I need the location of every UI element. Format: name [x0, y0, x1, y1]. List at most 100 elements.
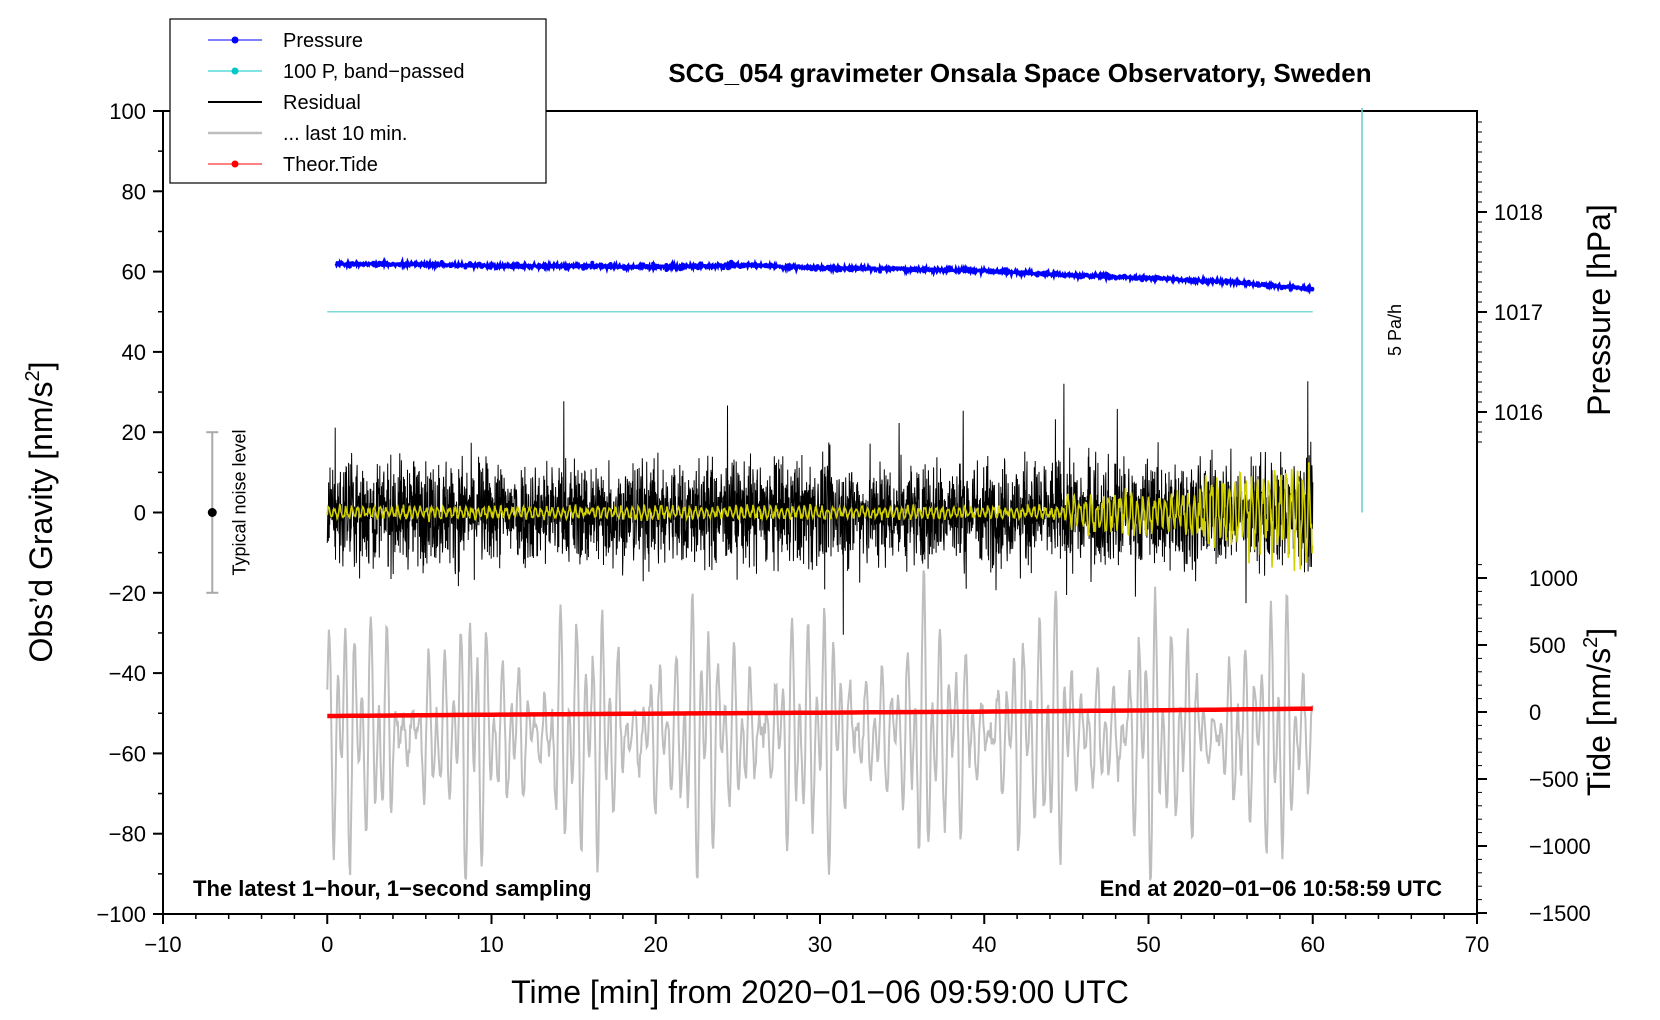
tide-axis-title-superscript: 2 — [1580, 637, 1602, 648]
pressure-point — [1102, 274, 1107, 279]
pressure-point — [1075, 274, 1079, 279]
pressure-point — [963, 268, 968, 273]
pressure-point — [757, 263, 762, 268]
pressure-point — [1061, 273, 1066, 278]
pressure-point — [463, 265, 468, 270]
pressure-point — [805, 264, 810, 269]
pressure-point — [973, 270, 977, 275]
residual-line — [326, 381, 1314, 635]
y-tick-label: 40 — [122, 340, 146, 365]
pressure-point — [460, 263, 465, 268]
pressure-point — [1175, 276, 1179, 281]
pressure-point — [1214, 280, 1219, 285]
pressure-point — [668, 265, 673, 270]
pressure-point — [887, 267, 892, 272]
pressure-point — [763, 262, 768, 267]
x-tick-label: 70 — [1465, 932, 1489, 957]
pressure-tick-label: 1016 — [1494, 400, 1543, 425]
annotation-sampling: The latest 1−hour, 1−second sampling — [193, 876, 592, 901]
pressure-point — [382, 260, 387, 265]
pressure-point — [439, 260, 444, 264]
y-tick-label: 20 — [122, 420, 146, 445]
pressure-point — [555, 264, 560, 269]
pressure-point — [878, 269, 882, 274]
pressure-axis-title: Pressure [hPa] — [1581, 204, 1617, 416]
pressure-point — [815, 264, 820, 269]
pressure-point — [1122, 273, 1127, 278]
pressure-point — [884, 265, 889, 270]
pressure-point — [350, 261, 354, 266]
pressure-point — [822, 267, 827, 272]
x-axis-title: Time [min] from 2020−01−06 09:59:00 UTC — [511, 974, 1129, 1010]
y-tick-label: −40 — [109, 661, 146, 686]
pressure-point — [728, 260, 733, 265]
pressure-point — [719, 264, 723, 269]
pressure-point — [377, 260, 382, 265]
noise-bar-center — [207, 508, 217, 517]
legend-label: 100 P, band−passed — [283, 61, 464, 83]
x-tick-label: 0 — [321, 932, 333, 957]
pressure-point — [1098, 274, 1103, 279]
pressure-point — [597, 264, 602, 269]
pressure-point — [942, 269, 946, 273]
pressure-point — [584, 263, 589, 268]
pressure-point — [1113, 276, 1118, 281]
rate-marker-label: 5 Pa/h — [1385, 304, 1405, 356]
pressure-point — [1042, 273, 1047, 277]
pressure-point — [947, 265, 952, 270]
pressure-point — [1018, 272, 1023, 277]
pressure-point — [809, 267, 814, 272]
theor-tide-series — [327, 706, 1313, 719]
pressure-point — [1170, 276, 1175, 281]
pressure-point — [1069, 273, 1074, 278]
pressure-point — [1299, 286, 1304, 290]
pressure-point — [1266, 285, 1271, 290]
pressure-point — [503, 264, 508, 269]
pressure-point — [565, 263, 570, 268]
last-10-min-series — [326, 570, 1314, 881]
pressure-point — [529, 265, 534, 270]
x-tick-label: 40 — [972, 932, 996, 957]
tide-tick-label: −1000 — [1529, 834, 1591, 859]
y-tick-label: 60 — [122, 260, 146, 285]
pressure-point — [698, 261, 703, 266]
theor-tide-line — [327, 706, 1313, 719]
pressure-tick-label: 1017 — [1494, 300, 1543, 325]
pressure-point — [1240, 281, 1245, 286]
band-passed-line — [326, 462, 1314, 572]
legend-label: ... last 10 min. — [283, 123, 408, 145]
tide-tick-label: −500 — [1529, 767, 1579, 792]
pressure-point — [688, 264, 693, 268]
pressure-point — [401, 262, 406, 266]
legend-label: Residual — [283, 92, 361, 114]
pressure-point — [1054, 270, 1059, 275]
pressure-point — [1279, 286, 1284, 291]
tide-tick-label: 0 — [1529, 700, 1541, 725]
annotation-end-time: End at 2020−01−06 10:58:59 UTC — [1100, 876, 1443, 901]
pressure-point — [912, 268, 917, 273]
pressure-point — [1200, 280, 1205, 285]
pressure-point — [454, 263, 459, 268]
y-tick-label: −60 — [109, 741, 146, 766]
pressure-point — [653, 263, 658, 268]
pressure-point — [1094, 273, 1099, 278]
pressure-point — [548, 263, 553, 268]
pressure-point — [713, 264, 718, 269]
pressure-point — [512, 262, 517, 267]
pressure-point — [873, 267, 878, 272]
x-tick-label: 20 — [644, 932, 668, 957]
pressure-point — [1078, 275, 1083, 280]
legend-label: Theor.Tide — [283, 154, 378, 176]
y-tick-label: 80 — [122, 179, 146, 204]
pressure-point — [672, 265, 676, 270]
pressure-point — [786, 263, 791, 268]
tide-tick-label: −1500 — [1529, 901, 1591, 926]
pressure-point — [693, 265, 698, 269]
pressure-point — [812, 266, 817, 270]
pressure-point — [946, 268, 951, 273]
y-tick-label: 0 — [134, 501, 146, 526]
y-tick-label: −100 — [96, 902, 146, 927]
pressure-point — [541, 265, 546, 270]
pressure-point — [1003, 267, 1007, 272]
